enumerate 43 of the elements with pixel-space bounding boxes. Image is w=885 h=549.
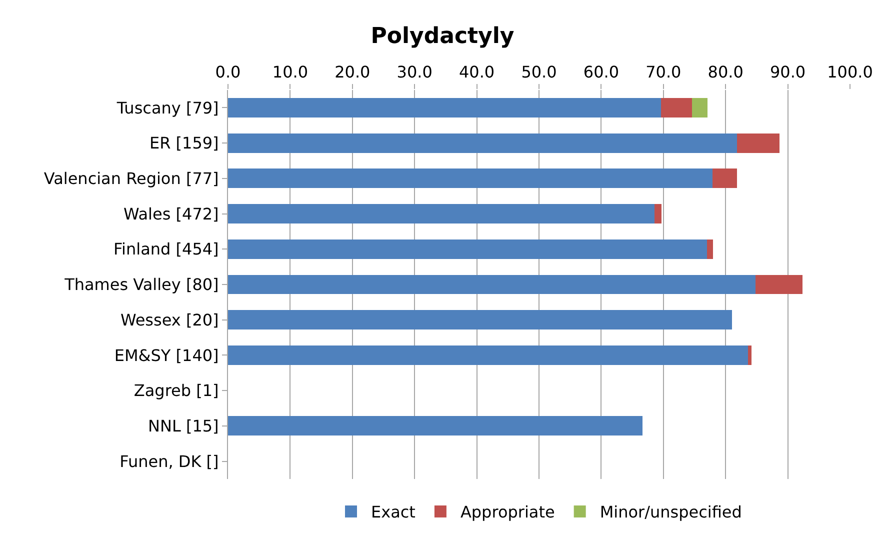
x-tick-label: 60.0 [583, 62, 620, 82]
legend-label: Appropriate [460, 502, 555, 522]
legend-label: Minor/unspecified [600, 502, 742, 522]
y-tick-label: EM&SY [140] [114, 346, 219, 365]
x-tick-label: 10.0 [272, 62, 308, 82]
bar [736, 133, 780, 153]
y-tick-label: Valencian Region [77] [44, 169, 219, 188]
y-tick-label: Finland [454] [114, 240, 219, 259]
bar [748, 346, 752, 365]
bar [228, 133, 737, 153]
y-tick-label: ER [159] [149, 134, 219, 153]
bar [228, 310, 732, 330]
x-tick-label: 90.0 [770, 62, 806, 82]
bar [692, 98, 708, 118]
bar [228, 168, 713, 188]
bar [228, 98, 661, 118]
y-tick-label: Wessex [20] [120, 310, 219, 330]
bar [755, 274, 803, 294]
x-tick-label: 50.0 [521, 62, 557, 82]
chart-title: Polydactyly [370, 24, 514, 49]
y-tick-label: NNL [15] [148, 416, 219, 436]
bar [712, 168, 737, 188]
bar [660, 98, 692, 118]
x-tick-label: 20.0 [334, 62, 370, 82]
y-tick-label: Funen, DK [] [120, 452, 219, 471]
bar [228, 346, 748, 365]
x-tick-label: 100.0 [827, 62, 873, 82]
y-tick-label: Wales [472] [123, 204, 219, 224]
legend-label: Exact [371, 502, 416, 522]
y-tick-label: Zagreb [1] [134, 381, 219, 400]
bar [654, 204, 662, 224]
x-tick-label: 40.0 [458, 62, 495, 82]
bar [228, 204, 655, 224]
bar [228, 416, 642, 436]
x-tick-label: 80.0 [708, 62, 744, 82]
bar [228, 274, 756, 294]
x-tick-label: 0.0 [215, 62, 241, 82]
y-tick-label: Tuscany [79] [116, 98, 219, 118]
x-tick-label: 70.0 [646, 62, 682, 82]
bar [228, 239, 707, 259]
bar [706, 239, 714, 259]
y-tick-label: Thames Valley [80] [64, 275, 219, 294]
x-tick-label: 30.0 [396, 62, 432, 82]
